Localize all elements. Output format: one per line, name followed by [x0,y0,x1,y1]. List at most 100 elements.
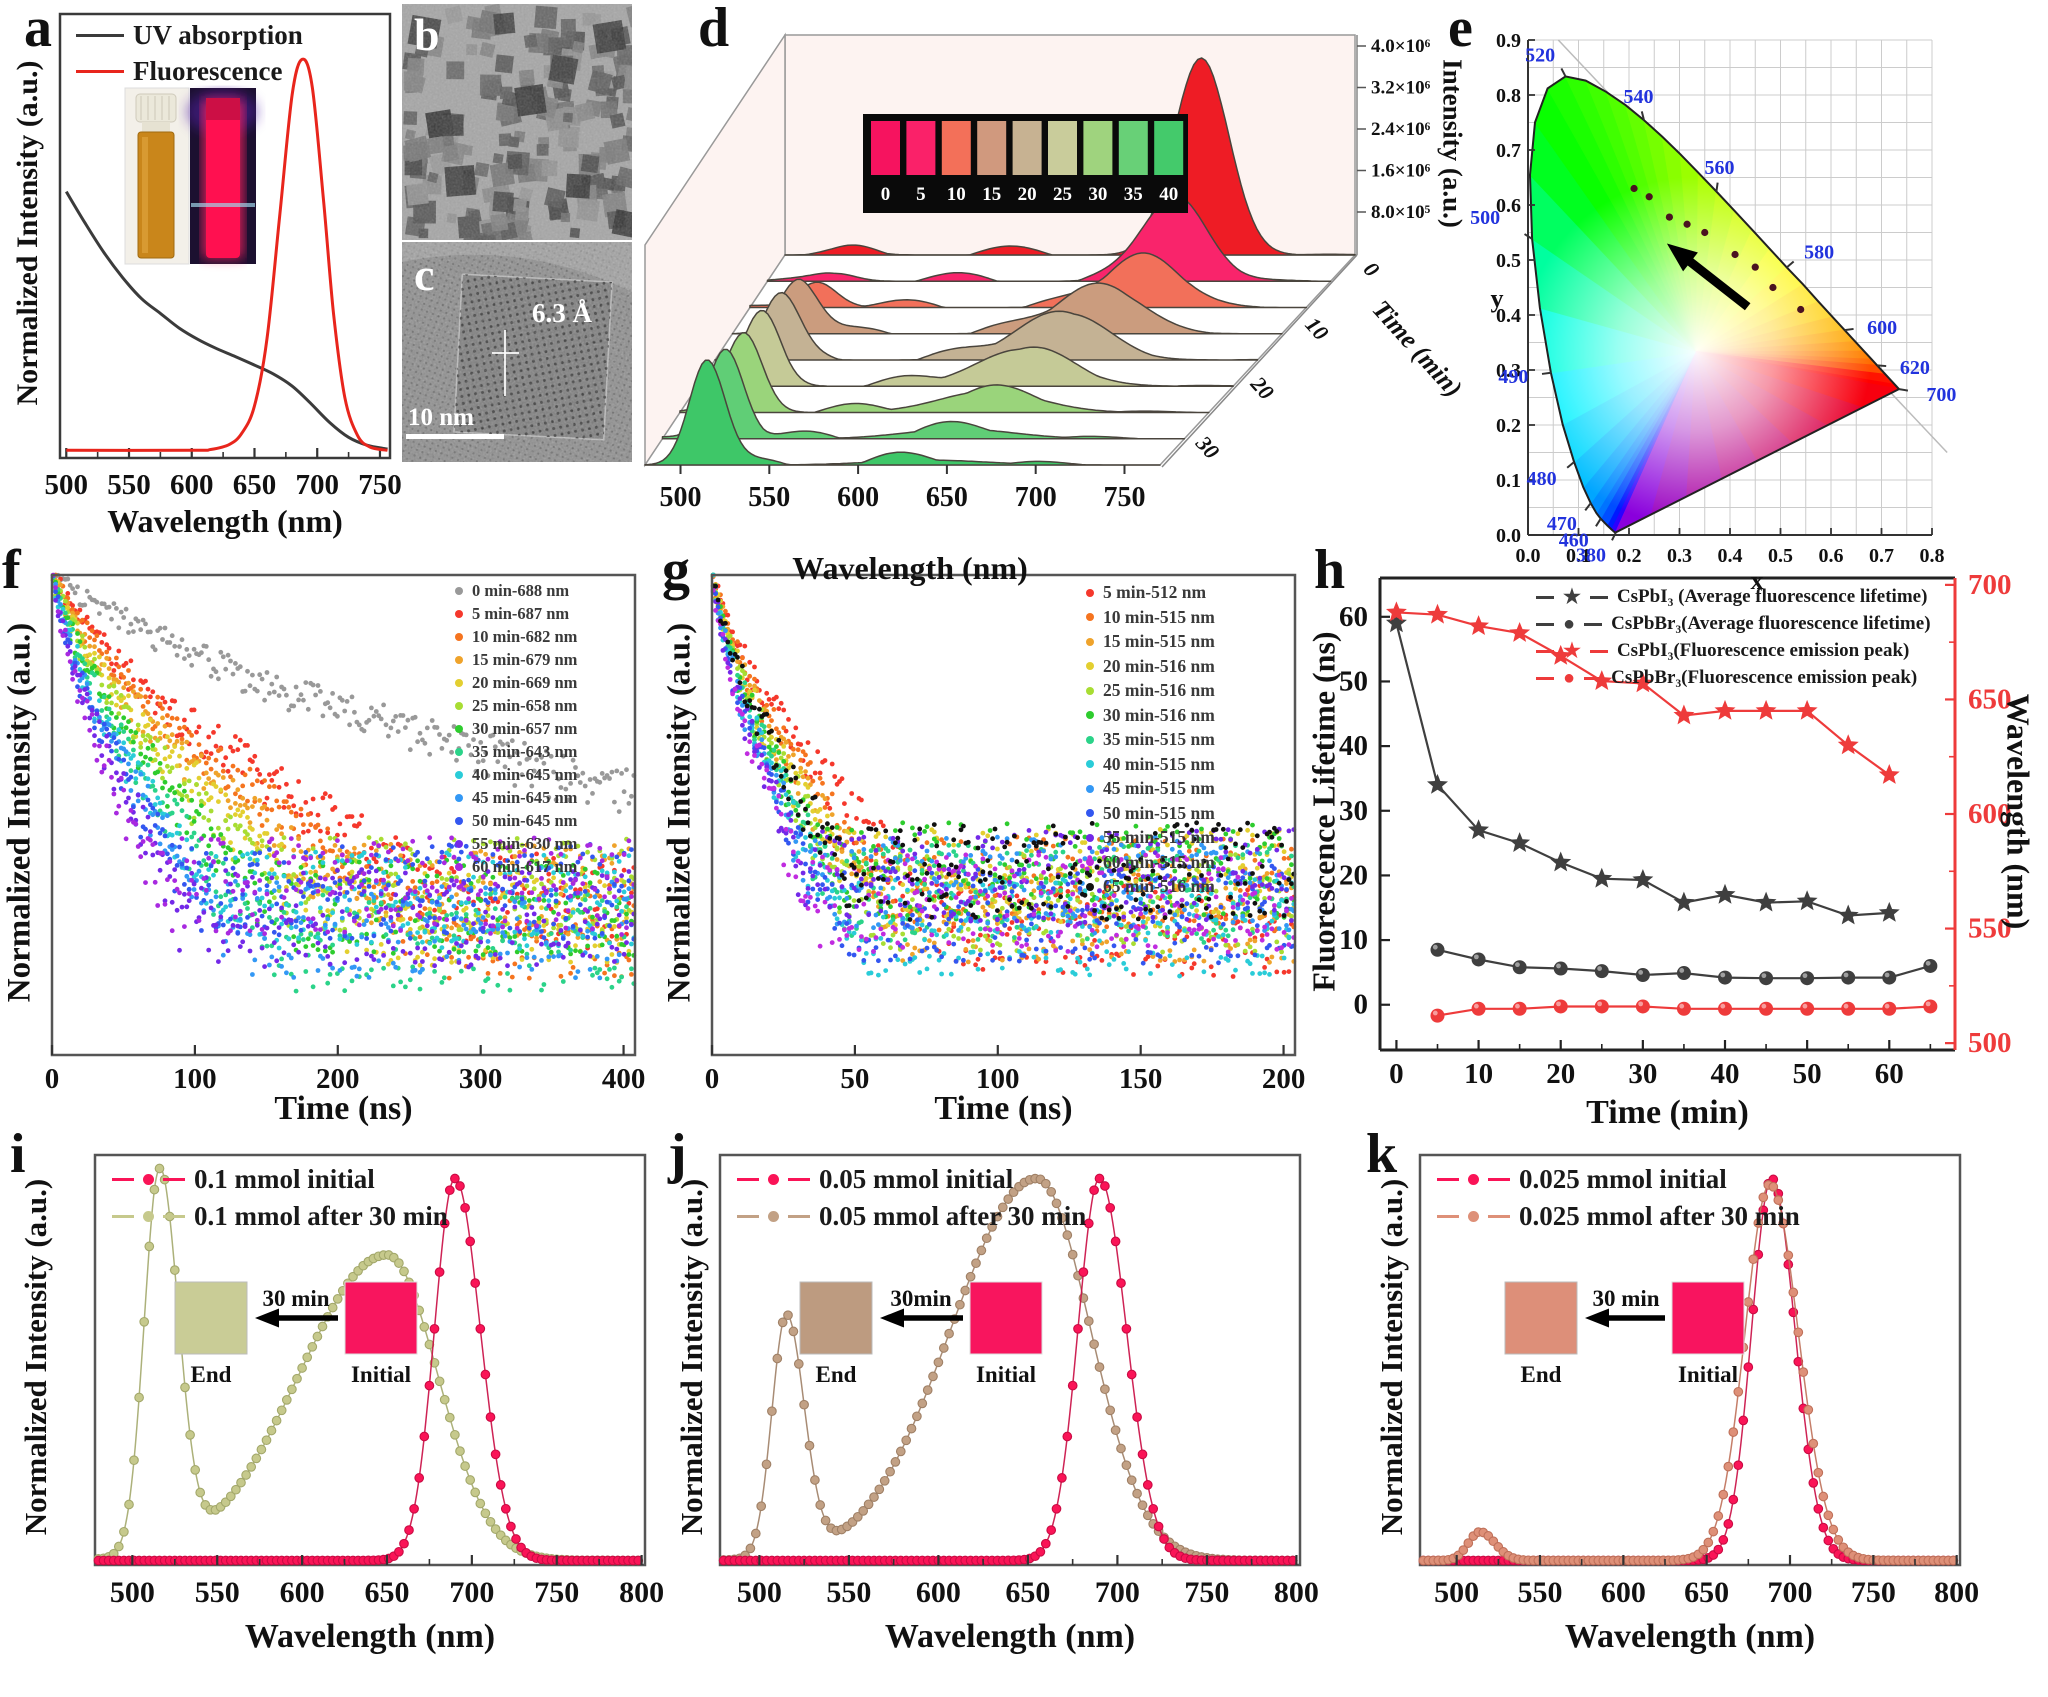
legend-dot-swatch [455,679,463,687]
legend-item: 0.05 mmol after 30 min [737,1201,1086,1232]
legend-line-swatch [1536,622,1554,626]
svg-text:40: 40 [1159,184,1178,205]
legend-dot-swatch [143,1211,154,1222]
j-inset-arrow-label: 30min [890,1286,952,1311]
legend-item: UV absorption [76,20,303,51]
panel-letter-i: i [10,1123,26,1185]
svg-text:0.0: 0.0 [1516,545,1541,567]
legend-dot-swatch [455,794,463,802]
svg-text:460: 460 [1559,530,1589,552]
svg-text:560: 560 [1704,157,1734,179]
svg-text:540: 540 [1624,86,1654,108]
panel-c-image [402,242,632,462]
legend-label: 45 min-645 nm [472,788,578,807]
legend-item: 15 min-679 nm [455,650,577,670]
legend-item: 10 min-682 nm [455,627,577,647]
k-yaxis-label: Normalized Intensity (a.u.) [1374,1178,1409,1536]
legend-item: 60 min-515 nm [1086,852,1215,873]
k-xaxis-label: Wavelength (nm) [1564,1618,1816,1655]
j-inset-initial-label: Initial [975,1362,1037,1387]
legend-label: 35 min-643 nm [472,742,578,761]
legend-line-swatch [1584,622,1603,626]
panel-letter-g: g [662,539,690,601]
legend-item: 0.1 mmol initial [112,1164,448,1195]
legend-dot-swatch [455,656,463,664]
legend-dot-swatch [455,702,463,710]
legend-dot-swatch [455,817,463,825]
panel-letter-f: f [2,539,21,601]
panel-letter-d: d [698,0,730,59]
svg-text:0.5: 0.5 [1496,250,1521,272]
legend-label: CsPbBr₃(Average fluorescence lifetime) [1611,613,1931,634]
legend-line-swatch [163,1178,185,1181]
i-inset-initial-label: Initial [350,1362,412,1387]
h-legend: ★ CsPbI₃ (Average fluorescence lifetime) ●… [1536,586,1931,689]
panel-letter-b: b [414,9,440,60]
legend-line-swatch [1584,676,1603,680]
legend-label: 40 min-645 nm [472,765,578,784]
legend-label: 5 min-512 nm [1103,582,1207,602]
legend-dot-swatch [768,1211,779,1222]
legend-line-swatch [1488,1215,1510,1218]
legend-item: ★ CsPbI₃ (Average fluorescence lifetime) [1536,586,1931,608]
svg-text:0.8: 0.8 [1920,545,1945,567]
svg-text:580: 580 [1804,241,1834,263]
legend-item: 0.025 mmol initial [1437,1164,1800,1195]
i-inset-end-label: End [190,1362,232,1387]
legend-item: 5 min-687 nm [455,604,577,624]
g-legend: 5 min-512 nm 10 min-515 nm 15 min-515 nm 20… [1086,582,1215,897]
svg-text:20: 20 [1018,184,1037,205]
a-xaxis-label: Wavelength (nm) [107,503,343,539]
legend-dot-swatch [1086,858,1094,866]
legend-line-swatch [112,1215,134,1218]
svg-text:1.6×10⁶: 1.6×10⁶ [1371,161,1431,182]
legend-dot-swatch [1086,613,1094,621]
panel-letter-h: h [1314,539,1346,601]
legend-item: 30 min-516 nm [1086,705,1215,726]
g-xaxis-label: Time (ns) [934,1090,1073,1127]
legend-label: 10 min-682 nm [472,627,578,646]
h-yaxis-right-label: Wavelength (nm) [2000,693,2037,930]
svg-text:20: 20 [1245,371,1279,405]
panel-k-plot: 500 550 600 650 700 750 800 [1418,1153,1979,1609]
decay-series [710,588,1297,928]
svg-text:0.7: 0.7 [1869,545,1894,567]
legend-item: 60 min-617 nm [455,857,577,877]
legend-dot-swatch [1086,882,1094,891]
svg-text:30: 30 [1191,430,1225,464]
legend-label: 40 min-515 nm [1103,753,1215,774]
legend-label: 0.025 mmol initial [1519,1164,1727,1194]
legend-item: ● CsPbBr₃(Average fluorescence lifetime) [1536,613,1931,635]
legend-line-swatch [737,1215,759,1218]
legend-item: Fluorescence [76,56,303,87]
spectra-series [718,1173,1298,1566]
legend-line-swatch [1536,649,1554,653]
svg-text:550: 550 [748,482,790,513]
legend-label: 10 min-515 nm [1103,606,1215,627]
svg-text:0.4: 0.4 [1496,305,1521,327]
legend-line-swatch [788,1215,810,1218]
legend-item: ★ CsPbI₃(Fluorescence emission peak) [1536,640,1931,662]
svg-text:25: 25 [1053,184,1072,205]
legend-dot-swatch [455,863,463,871]
legend-label: CsPbBr₃(Fluorescence emission peak) [1611,667,1918,688]
legend-dot-swatch [455,771,463,779]
i-yaxis-label: Normalized Intensity (a.u.) [18,1178,53,1536]
decay-series [710,587,1297,955]
legend-label: 55 min-515 nm [1103,827,1215,847]
svg-text:0.3: 0.3 [1496,360,1521,382]
legend-label: 65 min-516 nm [1103,876,1215,896]
legend-dot-swatch [1086,711,1094,719]
svg-text:30: 30 [1088,184,1107,205]
spectra-series [1418,1180,1959,1566]
panel-i-plot: 500 550 600 650 700 750 800 [93,1153,664,1609]
panel-j-plot: 500 550 600 650 700 750 800 [718,1153,1319,1609]
k-inset-arrow-label: 30 min [1592,1286,1660,1311]
legend-line-swatch [1488,1178,1510,1181]
svg-text:700: 700 [1926,384,1956,406]
svg-text:0.4: 0.4 [1718,545,1743,567]
legend-dot-swatch [455,587,463,595]
svg-text:3.2×10⁶: 3.2×10⁶ [1371,78,1431,99]
legend-label: 15 min-515 nm [1103,631,1215,651]
panel-a-plot: 500 550 600 650 700 750 [45,12,402,501]
